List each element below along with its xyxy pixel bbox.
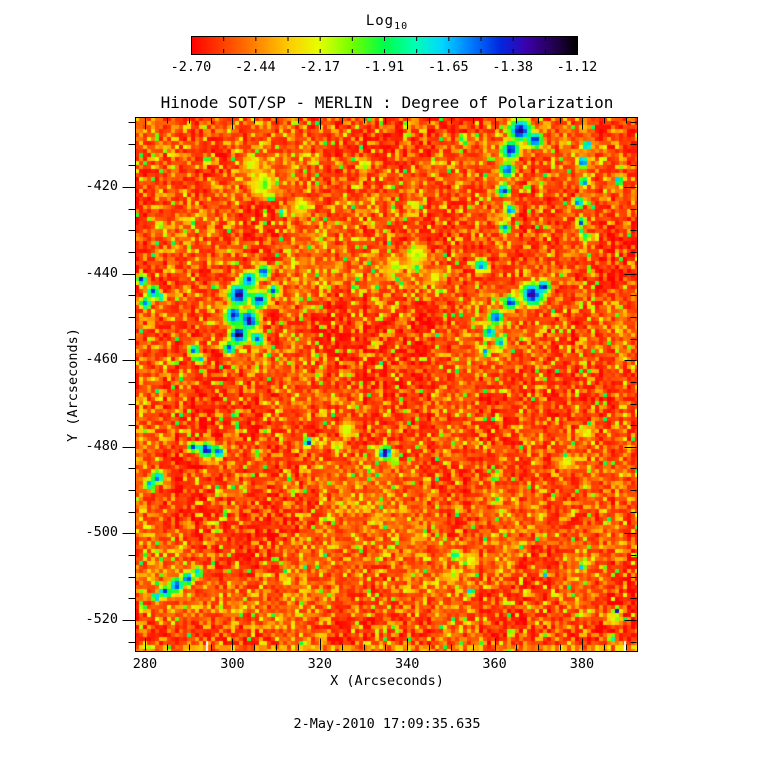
y-tick-label: -520 [85,611,118,627]
x-axis-label: X (Arcseconds) [330,673,444,689]
colorbar-tick-label: -2.17 [299,59,340,75]
colorbar-tick-label: -1.91 [363,59,405,75]
plot-title: Hinode SOT/SP - MERLIN : Degree of Polar… [160,93,614,112]
x-tick-label: 360 [482,656,507,672]
y-tick-label: -440 [85,264,118,281]
colorbar-title-text: Log [365,13,395,29]
timestamp: 2-May-2010 17:09:35.635 [293,716,481,732]
colorbar-tick-label: -2.44 [235,59,276,75]
x-tick-label: 320 [307,656,332,672]
y-tick-label: -500 [85,524,118,541]
x-tick-label: 300 [220,656,245,672]
colorbar-title-subscript: 10 [394,20,409,32]
x-tick-label: 380 [569,656,595,672]
y-axis-label: Y (Arcseconds) [65,328,81,442]
x-tick-label: 280 [132,656,158,672]
colorbar-tick-label: -1.12 [556,59,598,75]
colorbar-tick-label: -1.38 [492,59,533,75]
x-tick-label: 340 [394,656,420,672]
y-tick-label: -420 [85,178,118,194]
y-tick-label: -460 [85,351,118,368]
y-tick-label: -480 [85,437,118,454]
polarization-heatmap [135,117,637,651]
colorbar-tick-label: -1.65 [428,59,469,75]
colorbar-tick-label: -2.70 [170,59,212,75]
colorbar-title: Log10 [136,13,638,32]
colorbar-gradient [191,36,577,54]
